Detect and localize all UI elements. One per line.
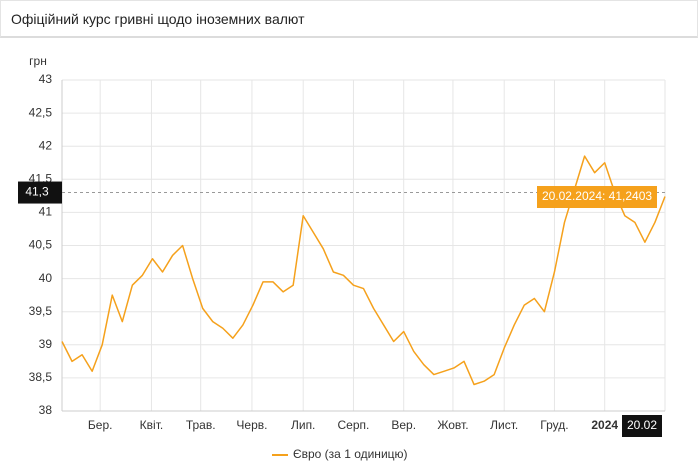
y-tick-label: 39,5: [29, 304, 53, 318]
y-tick-label: 42: [39, 138, 53, 152]
y-tick-label: 43: [39, 72, 53, 86]
y-axis-label: грн: [29, 54, 47, 68]
x-tick-label: Серп.: [338, 418, 370, 432]
crosshair-x-box: [622, 415, 662, 437]
x-tick-label: 2024: [591, 418, 618, 432]
x-tick-label: Бер.: [88, 418, 113, 432]
tooltip-box: [537, 186, 657, 208]
header: Офіційний курс гривні щодо іноземних вал…: [0, 0, 698, 38]
crosshair-y-box: [18, 181, 62, 204]
x-tick-label: Груд.: [540, 418, 568, 432]
y-tick-label: 41: [39, 205, 53, 219]
x-tick-label: Квіт.: [140, 418, 164, 432]
y-tick-label: 40: [39, 271, 53, 285]
x-tick-label: Вер.: [391, 418, 416, 432]
crosshair-y-label: 41,3: [25, 185, 49, 199]
y-tick-label: 39: [39, 337, 53, 351]
x-tick-label: Жовт.: [437, 418, 468, 432]
crosshair-x-label: 20.02: [627, 418, 657, 432]
line-series: [61, 155, 666, 386]
y-tick-label: 40,5: [29, 238, 53, 252]
y-tick-label: 38: [39, 403, 53, 417]
header-title: Офіційний курс гривні щодо іноземних вал…: [11, 11, 305, 27]
y-tick-label: 42,5: [29, 105, 53, 119]
x-tick-label: Лип.: [291, 418, 315, 432]
legend-label: Євро (за 1 одиницю): [293, 447, 408, 461]
x-tick-label: Трав.: [186, 418, 216, 432]
y-tick-label: 38,5: [29, 370, 53, 384]
x-tick-label: Черв.: [236, 418, 267, 432]
x-tick-label: Лист.: [490, 418, 518, 432]
tooltip-text: 20.02.2024: 41,2403: [542, 189, 652, 203]
